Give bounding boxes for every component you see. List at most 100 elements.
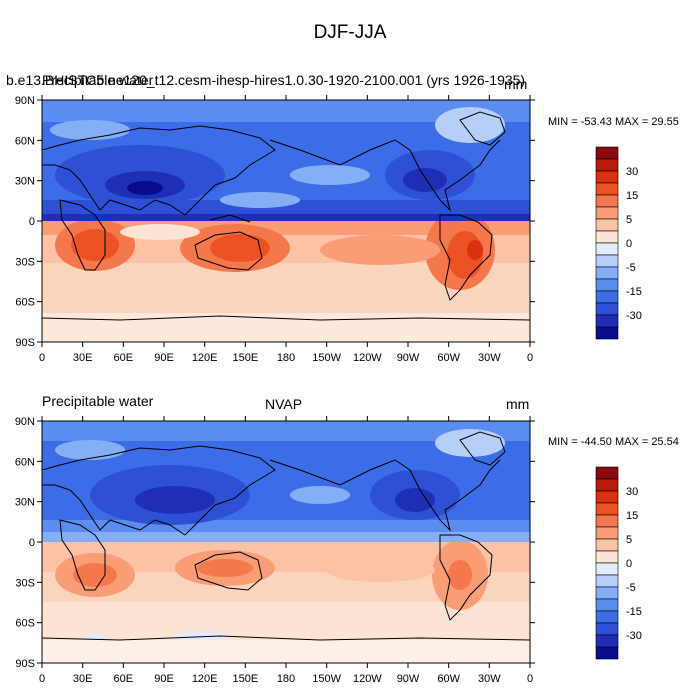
x-tick-label: 150E (232, 352, 258, 364)
colorbar-swatch (595, 514, 619, 528)
x-tick-label: 90E (154, 673, 174, 685)
colorbar-swatch (595, 478, 619, 492)
panel1-units: mm (504, 76, 528, 92)
colorbar-swatch (595, 646, 619, 660)
y-tick-label: 60S (15, 618, 35, 630)
colorbar-swatch (595, 158, 619, 172)
axes-layer: 0 30E 60E 90E 120E 150E 180 150W 120W 90W 60W 30W 09… (15, 95, 535, 685)
x-tick-label: 30E (73, 352, 93, 364)
x-tick-label: 30W (478, 352, 501, 364)
colorbar-swatch (595, 254, 619, 268)
x-tick-label: 120W (353, 673, 382, 685)
colorbar-swatch (595, 278, 619, 292)
panel2-units: mm (506, 396, 530, 412)
colorbar-swatch (595, 466, 619, 480)
colorbar-swatch (595, 586, 619, 600)
panel1-left-label: Precipitable water (42, 72, 154, 88)
panel2-center-label: NVAP (265, 396, 303, 412)
y-tick-label: 90N (15, 95, 35, 107)
colorbar-swatch (595, 550, 619, 564)
x-tick-label: 0 (39, 673, 45, 685)
colorbar-swatch (595, 170, 619, 184)
x-tick-label: 30E (73, 673, 93, 685)
colorbar-swatch (595, 146, 619, 160)
y-tick-label: 90S (15, 658, 35, 670)
colorbar-swatch (595, 206, 619, 220)
x-tick-label: 90E (154, 352, 174, 364)
colorbar-swatch (595, 242, 619, 256)
x-tick-label: 150W (312, 352, 341, 364)
colorbar-label: 5 (626, 214, 632, 226)
y-tick-label: 30S (15, 577, 35, 589)
colorbar-label: -15 (626, 286, 642, 298)
colorbar-swatch (595, 218, 619, 232)
colorbar-label: 30 (626, 166, 638, 178)
y-tick-label: 30N (15, 176, 35, 188)
x-tick-label: 90W (397, 673, 420, 685)
x-tick-label: 120E (192, 352, 218, 364)
colorbar-swatch (595, 326, 619, 340)
colorbar-label: 15 (626, 510, 638, 522)
colorbar-label: 30 (626, 486, 638, 498)
y-tick-label: 30S (15, 256, 35, 268)
y-tick-label: 0 (29, 537, 35, 549)
colorbar-label: -30 (626, 310, 642, 322)
colorbar-swatch (595, 598, 619, 612)
panel1-stats: MIN = -53.43 MAX = 29.55 (548, 116, 679, 128)
x-tick-label: 120W (353, 352, 382, 364)
x-tick-label: 0 (39, 352, 45, 364)
x-tick-label: 60E (114, 352, 134, 364)
y-tick-label: 60S (15, 297, 35, 309)
panel2-map (42, 421, 530, 663)
colorbar-label: -5 (626, 582, 636, 594)
figure-title: DJF-JJA (313, 22, 387, 43)
colorbar-swatch (595, 314, 619, 328)
colorbar-swatch (595, 634, 619, 648)
y-tick-label: 60N (15, 135, 35, 147)
colorbar-label: 5 (626, 534, 632, 546)
colorbar-swatch (595, 230, 619, 244)
colorbar-swatch (595, 182, 619, 196)
colorbar-swatch (595, 538, 619, 552)
x-tick-label: 0 (527, 673, 533, 685)
colorbar-label: -30 (626, 630, 642, 642)
y-tick-label: 30N (15, 497, 35, 509)
colorbar-swatch (595, 502, 619, 516)
colorbar-label: -5 (626, 262, 636, 274)
colorbar-label: 0 (626, 238, 632, 250)
x-tick-label: 180 (277, 352, 295, 364)
colorbar-layer: 30 15 5 0 -5 -15 -30 30 15 5 0 -5 -15 -30 (595, 146, 642, 660)
x-tick-label: 60E (114, 673, 134, 685)
panel2-stats: MIN = -44.50 MAX = 25.54 (548, 436, 679, 448)
y-tick-label: 60N (15, 456, 35, 468)
y-tick-label: 0 (29, 216, 35, 228)
y-tick-label: 90N (15, 416, 35, 428)
colorbar-swatch (595, 194, 619, 208)
x-tick-label: 60W (437, 352, 460, 364)
x-tick-label: 90W (397, 352, 420, 364)
colorbar-label: 0 (626, 558, 632, 570)
panel1-case-label: b.e13.BHISTC5.ne120_t12.cesm-ihesp-hires… (6, 72, 526, 88)
panel2-left-label: Precipitable water (42, 393, 154, 409)
colorbar-swatch (595, 562, 619, 576)
colorbar-swatch (595, 302, 619, 316)
x-tick-label: 0 (527, 352, 533, 364)
colorbar-swatch (595, 574, 619, 588)
colorbar-swatch (595, 266, 619, 280)
colorbar-label: 15 (626, 190, 638, 202)
y-tick-label: 90S (15, 337, 35, 349)
colorbar-label: -15 (626, 606, 642, 618)
colorbar-swatch (595, 490, 619, 504)
panel1-map (42, 100, 530, 342)
x-tick-label: 30W (478, 673, 501, 685)
colorbar-swatch (595, 622, 619, 636)
colorbar-swatch (595, 290, 619, 304)
colorbar-swatch (595, 526, 619, 540)
x-tick-label: 60W (437, 673, 460, 685)
x-tick-label: 150W (312, 673, 341, 685)
colorbar-swatch (595, 610, 619, 624)
x-tick-label: 150E (232, 673, 258, 685)
x-tick-label: 180 (277, 673, 295, 685)
x-tick-label: 120E (192, 673, 218, 685)
